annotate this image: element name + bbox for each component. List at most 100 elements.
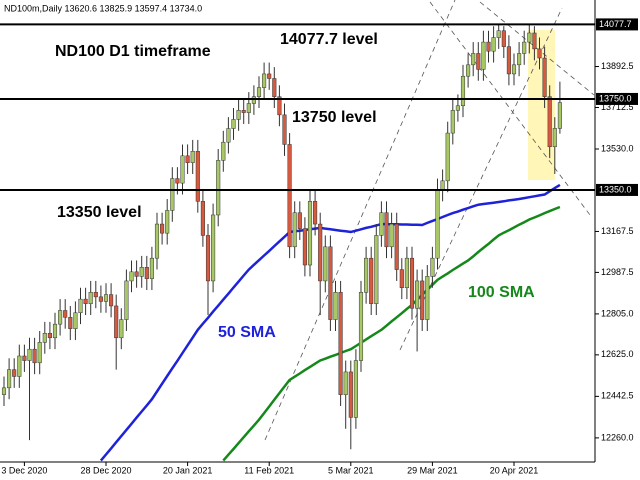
candle-body (78, 298, 83, 314)
annotation: 13350 level (57, 204, 142, 221)
candle-body (506, 46, 511, 75)
sma-line (99, 183, 561, 462)
candle-body (307, 201, 313, 266)
candle-body (37, 342, 42, 364)
candle-body (358, 292, 364, 361)
candle-body (277, 96, 282, 116)
candle-body (267, 73, 272, 79)
candle-body (542, 57, 547, 97)
candle-body (211, 214, 216, 282)
candle-body (160, 223, 165, 234)
candle-body (364, 257, 369, 293)
x-tick-label: 20 Jan 2021 (163, 465, 213, 475)
channel-line (264, 0, 456, 441)
candle-body (420, 280, 425, 320)
candle-body (83, 298, 88, 304)
candle-body (262, 73, 267, 88)
candle-body (445, 132, 450, 182)
candle-body (527, 32, 532, 43)
candle-body (471, 53, 476, 66)
level-label-box (596, 183, 638, 196)
candle-body (415, 280, 420, 309)
x-tick-label: 29 Mar 2021 (407, 465, 458, 475)
candle-body (195, 151, 200, 202)
y-tick-label: 13530.0 (601, 143, 634, 153)
candle-body (455, 105, 460, 111)
candle-body (287, 144, 292, 248)
level-label-box (596, 92, 638, 105)
candle-body (256, 87, 262, 97)
candle-body (93, 292, 98, 298)
y-tick-label: 12442.5 (601, 391, 634, 401)
candle-body (185, 155, 190, 163)
candle-body (348, 371, 353, 418)
y-tick-label: 12260.0 (601, 432, 634, 442)
candle-body (109, 294, 114, 307)
candle-body (409, 257, 415, 309)
candle-body (134, 271, 139, 277)
candle-body (511, 64, 517, 75)
y-tick-label: 12805.0 (601, 308, 634, 318)
y-tick-label: 13167.5 (601, 226, 634, 236)
candle-body (374, 235, 379, 304)
level-label: 14077.7 (599, 19, 632, 29)
candle-body (552, 128, 557, 147)
candle-body (154, 223, 160, 259)
candle-body (216, 160, 221, 216)
candle-body (88, 292, 93, 304)
candle-body (180, 155, 185, 184)
candle-body (450, 110, 455, 134)
x-tick-label: 5 Mar 2021 (328, 465, 374, 475)
candle-body (481, 41, 486, 70)
candle-body (42, 332, 47, 343)
y-tick-label: 13712.5 (601, 102, 634, 112)
level-label: 13750.0 (599, 93, 632, 103)
candle-body (501, 30, 506, 47)
chart-title: ND100m,Daily 13620.6 13825.9 13597.4 137… (4, 3, 202, 13)
candle-body (27, 348, 32, 361)
y-tick-label: 12987.5 (601, 267, 634, 277)
candle-body (547, 96, 552, 147)
candle-body (205, 235, 211, 282)
candle-body (369, 257, 374, 304)
candle-body (251, 96, 256, 104)
series-label: 100 SMA (468, 284, 535, 301)
candle-body (460, 75, 466, 107)
x-tick-label: 3 Dec 2020 (1, 465, 47, 475)
candle-body (404, 257, 409, 289)
candle-body (486, 41, 491, 52)
candle-body (231, 119, 236, 129)
candle-body (226, 128, 231, 143)
candle-body (236, 110, 241, 120)
x-tick-label: 20 Apr 2021 (490, 465, 539, 475)
candle-body (170, 178, 175, 211)
annotation: ND100 D1 timeframe (55, 43, 211, 60)
candle-body (399, 269, 404, 289)
y-tick-label: 12625.0 (601, 349, 634, 359)
candle-body (149, 257, 154, 279)
candle-body (313, 201, 318, 225)
candle-body (425, 276, 430, 320)
candle-body (165, 210, 170, 234)
candle-body (389, 223, 394, 248)
candle-body (200, 201, 205, 236)
candle-body (124, 280, 129, 320)
candle-body (297, 212, 302, 229)
candle-body (430, 257, 435, 277)
candle-body (7, 369, 12, 389)
candle-body (343, 371, 348, 395)
candle-body (272, 78, 277, 97)
candle-body (1, 387, 7, 395)
candle-body (139, 267, 144, 277)
series-label: 50 SMA (218, 324, 276, 341)
candle-body (63, 310, 68, 318)
candle-body (557, 102, 562, 129)
candle-body (73, 312, 78, 329)
candle-body (333, 292, 338, 320)
candle-body (496, 30, 501, 38)
candle-body (221, 141, 226, 161)
annotation: 14077.7 level (280, 31, 378, 48)
candle-body (114, 305, 119, 339)
y-tick-label: 13892.5 (601, 61, 634, 71)
candle-body (435, 189, 440, 259)
